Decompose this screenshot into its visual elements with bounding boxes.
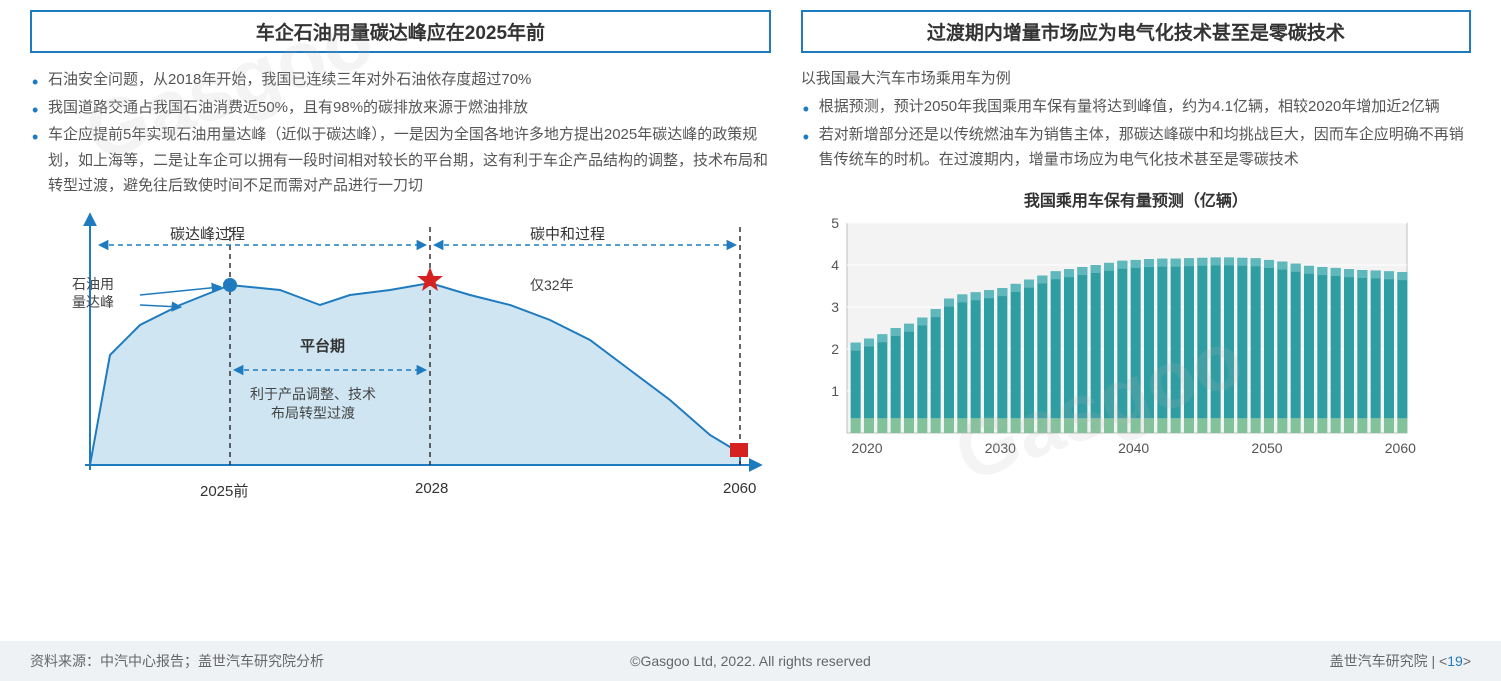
svg-text:2050: 2050 [1251, 440, 1282, 456]
left-chart: 碳达峰过程 碳中和过程 石油用 量达峰 平台期 利于产品调整、技术 布局转型过渡… [30, 205, 771, 515]
footer-source: 资料来源：中汽中心报告；盖世汽车研究院分析 [30, 651, 324, 671]
svg-text:2020: 2020 [851, 440, 882, 456]
left-title: 车企石油用量碳达峰应在2025年前 [30, 10, 771, 53]
phase-label-neutral: 碳中和过程 [530, 223, 605, 244]
right-title: 过渡期内增量市场应为电气化技术甚至是零碳技术 [801, 10, 1471, 53]
svg-text:1: 1 [831, 383, 839, 399]
footer-org: 盖世汽车研究院 [1330, 653, 1428, 669]
svg-text:5: 5 [831, 215, 839, 231]
x-label-2028: 2028 [415, 480, 448, 497]
right-bullets: 根据预测，预计2050年我国乘用车保有量将达到峰值，约为4.1亿辆，相较2020… [801, 94, 1471, 175]
svg-text:2040: 2040 [1118, 440, 1149, 456]
bullet-item: 车企应提前5年实现石油用量达峰（近似于碳达峰），一是因为全国各地许多地方提出20… [30, 122, 771, 199]
content-row: 车企石油用量碳达峰应在2025年前 石油安全问题，从2018年开始，我国已连续三… [0, 0, 1501, 515]
right-chart-title: 我国乘用车保有量预测（亿辆） [801, 187, 1471, 211]
left-panel: 车企石油用量碳达峰应在2025年前 石油安全问题，从2018年开始，我国已连续三… [30, 10, 771, 515]
bullet-item: 我国道路交通占我国石油消费近50%，且有98%的碳排放来源于燃油排放 [30, 95, 771, 121]
right-chart-svg: 1 2 3 4 5 2020 2030 2040 2050 2060 [801, 215, 1421, 465]
plateau-desc: 利于产品调整、技术 布局转型过渡 [250, 385, 376, 424]
phase-label-peak: 碳达峰过程 [170, 223, 245, 244]
svg-text:2060: 2060 [1385, 440, 1416, 456]
svg-text:4: 4 [831, 257, 839, 273]
right-panel: 过渡期内增量市场应为电气化技术甚至是零碳技术 以我国最大汽车市场乘用车为例 根据… [801, 10, 1471, 515]
plateau-label: 平台期 [300, 335, 345, 356]
footer-copyright: ©Gasgoo Ltd, 2022. All rights reserved [630, 653, 871, 669]
left-bullets: 石油安全问题，从2018年开始，我国已连续三年对外石油依存度超过70% 我国道路… [30, 67, 771, 201]
right-chart: 1 2 3 4 5 2020 2030 2040 2050 2060 [801, 215, 1471, 475]
footer: 资料来源：中汽中心报告；盖世汽车研究院分析 ©Gasgoo Ltd, 2022.… [0, 641, 1501, 681]
x-label-2025: 2025前 [200, 480, 248, 501]
svg-text:2030: 2030 [985, 440, 1016, 456]
bullet-item: 根据预测，预计2050年我国乘用车保有量将达到峰值，约为4.1亿辆，相较2020… [801, 94, 1471, 120]
x-label-2060: 2060 [723, 480, 756, 497]
bullet-item: 若对新增部分还是以传统燃油车为销售主体，那碳达峰碳中和均挑战巨大，因而车企应明确… [801, 122, 1471, 173]
right-intro: 以我国最大汽车市场乘用车为例 [801, 67, 1471, 88]
only32-label: 仅32年 [530, 275, 574, 295]
svg-text:3: 3 [831, 299, 839, 315]
footer-page: 19 [1447, 653, 1463, 669]
footer-right: 盖世汽车研究院 | <19> [1330, 651, 1471, 671]
left-chart-svg [30, 205, 770, 505]
oil-peak-label: 石油用 量达峰 [72, 275, 114, 311]
svg-text:2: 2 [831, 341, 839, 357]
bullet-item: 石油安全问题，从2018年开始，我国已连续三年对外石油依存度超过70% [30, 67, 771, 93]
